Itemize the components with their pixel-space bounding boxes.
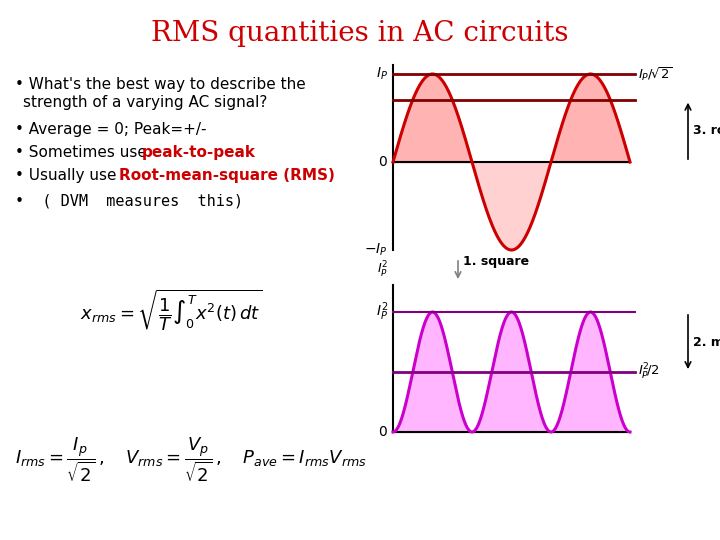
- Text: • Usually use: • Usually use: [15, 168, 122, 183]
- Text: $I_P^2\!/2$: $I_P^2\!/2$: [638, 362, 660, 382]
- Text: Root-mean-square (RMS): Root-mean-square (RMS): [119, 168, 335, 183]
- Text: 2. mean: 2. mean: [693, 335, 720, 348]
- Text: strength of a varying AC signal?: strength of a varying AC signal?: [23, 95, 267, 110]
- Text: •  ( DVM  measures  this): • ( DVM measures this): [15, 194, 243, 209]
- Text: 3. root: 3. root: [693, 124, 720, 137]
- Text: $I_P^2$: $I_P^2$: [377, 260, 388, 280]
- Text: $x_{rms} = \sqrt{\dfrac{1}{T}\int_0^T x^2(t)\,dt}$: $x_{rms} = \sqrt{\dfrac{1}{T}\int_0^T x^…: [80, 287, 262, 333]
- Text: RMS quantities in AC circuits: RMS quantities in AC circuits: [151, 20, 569, 47]
- Text: 1. square: 1. square: [463, 255, 529, 268]
- Text: $I_P$: $I_P$: [376, 66, 388, 82]
- Text: $0$: $0$: [378, 155, 388, 169]
- Text: $I_{rms} = \dfrac{I_p}{\sqrt{2}}\,,\quad V_{rms} = \dfrac{V_p}{\sqrt{2}}\,,\quad: $I_{rms} = \dfrac{I_p}{\sqrt{2}}\,,\quad…: [15, 436, 366, 484]
- Text: $I_P /\!\sqrt{2}$: $I_P /\!\sqrt{2}$: [638, 65, 672, 83]
- Text: • What's the best way to describe the: • What's the best way to describe the: [15, 77, 306, 92]
- Text: $-I_P$: $-I_P$: [364, 242, 388, 258]
- Text: $0$: $0$: [378, 425, 388, 439]
- Text: peak-to-peak: peak-to-peak: [142, 145, 256, 160]
- Text: $I_P^2$: $I_P^2$: [376, 301, 388, 323]
- Text: • Average = 0; Peak=+/-: • Average = 0; Peak=+/-: [15, 122, 207, 137]
- Text: • Sometimes use: • Sometimes use: [15, 145, 152, 160]
